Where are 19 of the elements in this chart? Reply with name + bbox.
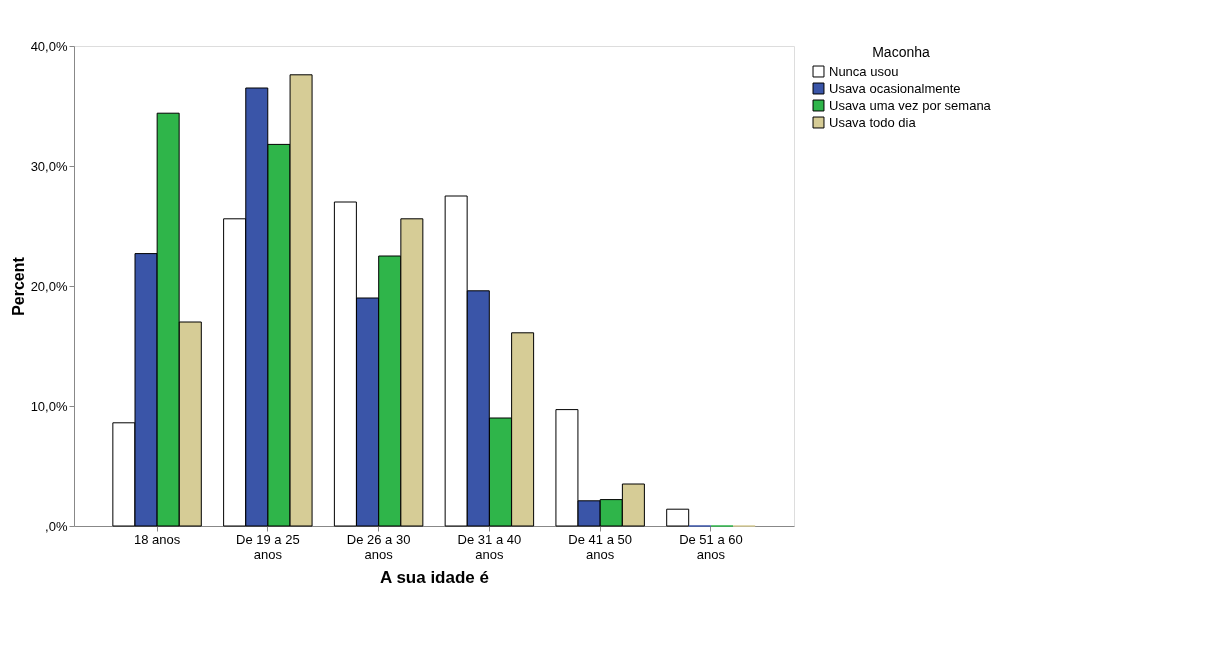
y-tick-label: 10,0% <box>30 398 68 414</box>
y-tick-label: 30,0% <box>30 158 68 174</box>
bar <box>666 508 690 527</box>
x-tick-label: De 51 a 60 anos <box>679 531 743 562</box>
legend-title: Maconha <box>872 44 931 60</box>
legend-label: Usava uma vez por semana <box>829 97 992 113</box>
legend-label: Usava todo dia <box>829 114 917 130</box>
legend-label: Usava ocasionalmente <box>829 80 961 96</box>
y-tick-label: 20,0% <box>30 278 68 294</box>
x-tick-label: 18 anos <box>133 531 181 547</box>
x-tick-label: De 26 a 30 anos <box>346 531 411 562</box>
y-tick-label: 40,0% <box>30 38 68 54</box>
y-axis-title: Percent <box>9 256 27 316</box>
y-tick-label: ,0% <box>45 518 68 534</box>
legend-label: Nunca usou <box>829 63 899 79</box>
x-tick-label: De 41 a 50 anos <box>568 531 632 562</box>
x-tick-label: De 31 a 40 anos <box>457 531 522 562</box>
x-axis-title: A sua idade é <box>380 567 489 587</box>
x-tick-label: De 19 a 25 anos <box>236 531 300 562</box>
